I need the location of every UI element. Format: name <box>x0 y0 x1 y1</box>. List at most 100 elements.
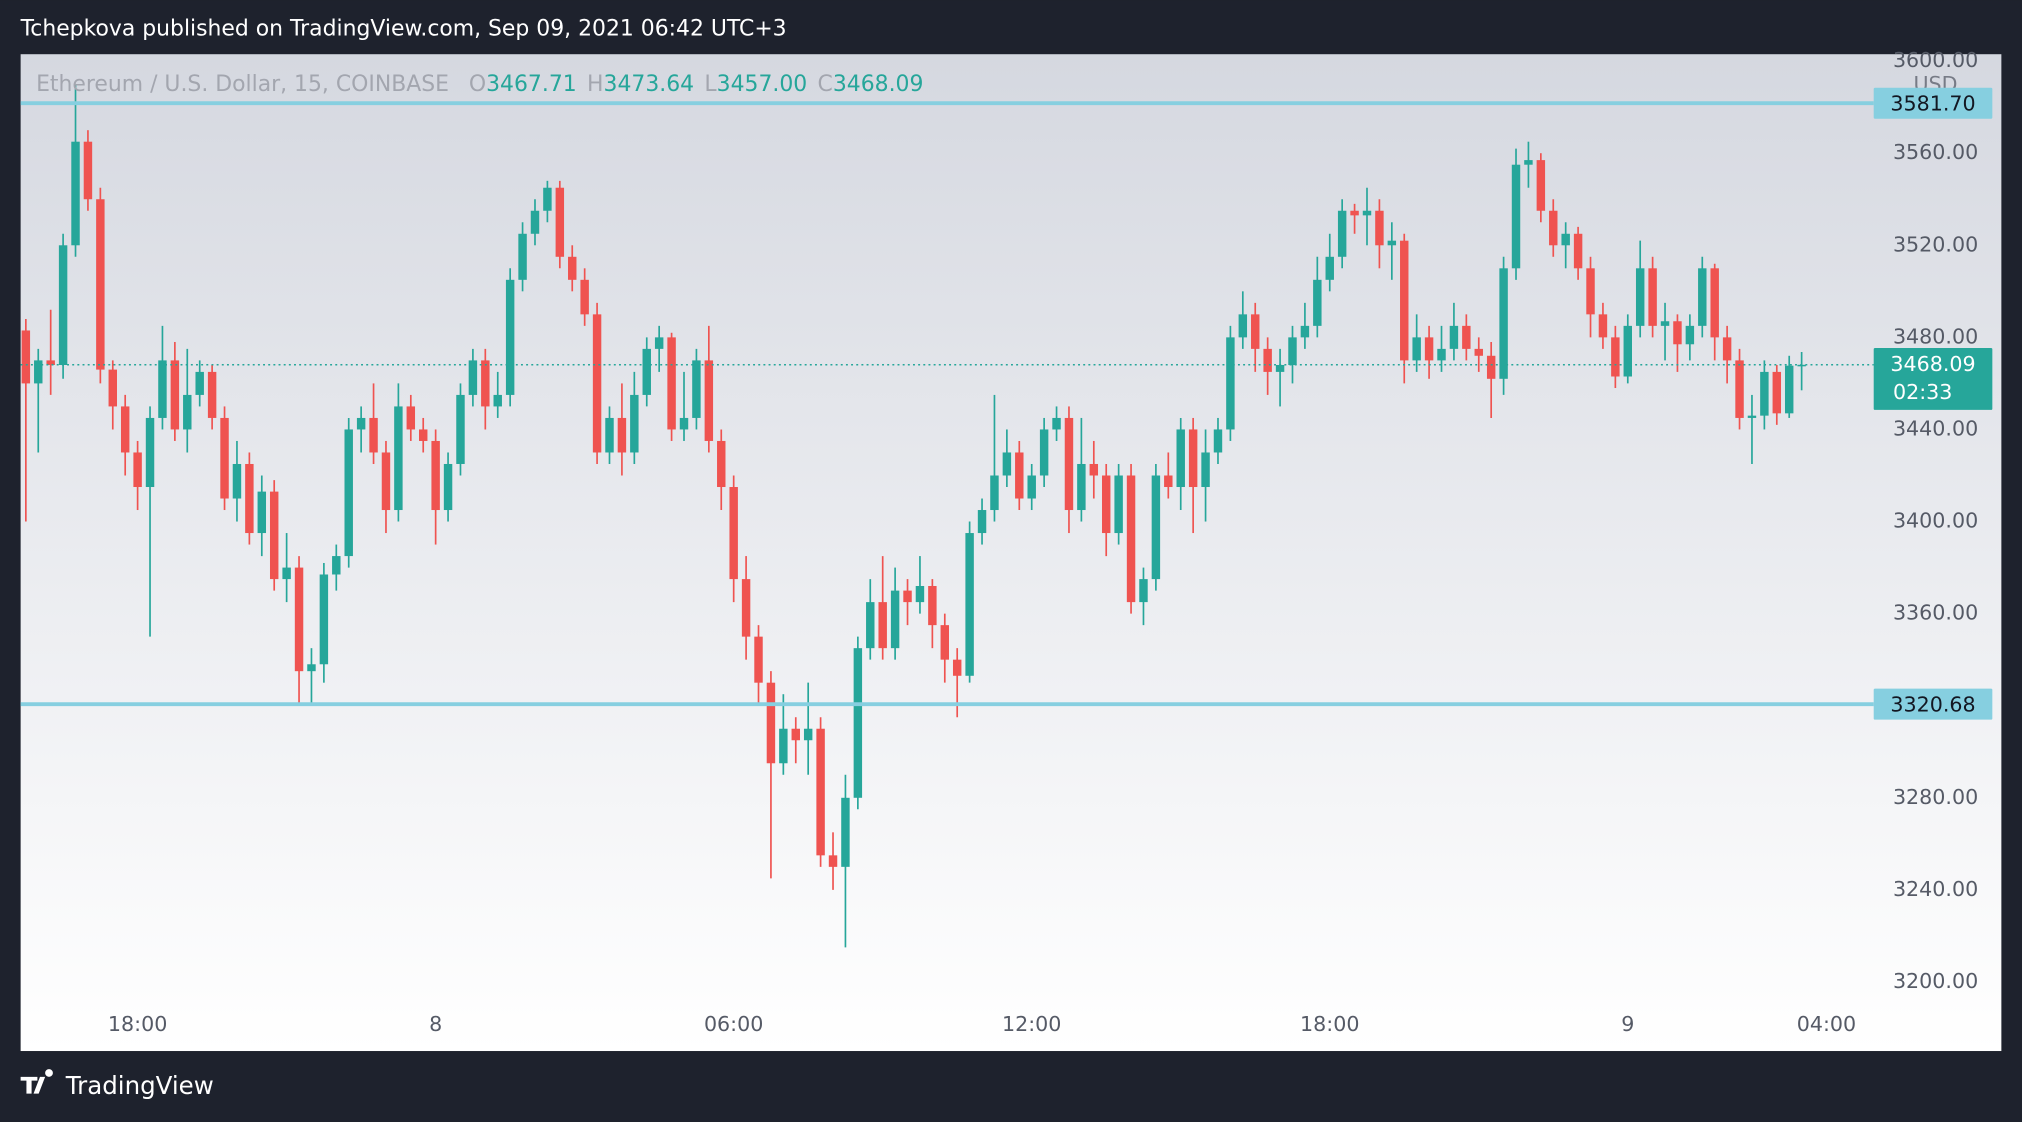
candle-body <box>356 417 366 430</box>
candle-body <box>1337 210 1347 257</box>
level-label-box <box>1873 87 1993 119</box>
candle-body <box>319 574 329 665</box>
candle-body <box>1772 371 1782 414</box>
candle-body <box>1524 160 1533 165</box>
ohlc-key: C <box>818 72 833 97</box>
level-label: 3581.70 <box>1890 92 1975 116</box>
candle-body <box>1288 337 1297 365</box>
candle-body <box>965 533 974 676</box>
candle-body <box>1424 337 1434 361</box>
y-tick-label: 3600.00 <box>1893 48 1978 72</box>
y-tick-label: 3480.00 <box>1893 324 1978 348</box>
x-tick-label: 18:00 <box>1300 1012 1359 1036</box>
level-label-box <box>1873 688 1993 720</box>
candle-body <box>1375 210 1384 246</box>
y-tick-label: 3240.00 <box>1893 877 1978 901</box>
candle-body <box>630 394 639 453</box>
candle-body <box>1300 325 1310 338</box>
candle-body <box>617 417 627 453</box>
candle-body <box>493 394 502 407</box>
candle-body <box>1499 268 1508 379</box>
candle-body <box>605 417 614 453</box>
candle-body <box>928 585 937 626</box>
candle-body <box>1648 268 1657 326</box>
candle-body <box>1511 164 1521 269</box>
candle-body <box>915 585 925 603</box>
candle-body <box>1784 365 1794 414</box>
candle-body <box>1673 321 1682 345</box>
candle-body <box>170 360 180 430</box>
candle-body <box>46 360 55 365</box>
candle-body <box>1275 364 1285 372</box>
last-price-label: 3468.09 <box>1890 352 1975 376</box>
candle-body <box>1698 268 1707 326</box>
chart-pane <box>20 54 2002 1052</box>
ohlc-key: L <box>704 72 717 97</box>
legend: Ethereum / U.S. Dollar, 15, COINBASE O 34… <box>36 72 923 97</box>
candle-body <box>1151 475 1161 580</box>
y-tick-label: 3280.00 <box>1893 785 1978 809</box>
candle-body <box>58 245 68 365</box>
candle-body <box>754 636 763 683</box>
plot <box>21 84 1806 948</box>
candle-body <box>1114 475 1123 534</box>
ohlc-key: O <box>469 72 486 97</box>
candle-body <box>642 348 651 395</box>
candle-body <box>1064 417 1074 511</box>
x-tick-label: 18:00 <box>108 1012 167 1036</box>
x-tick-label: 8 <box>429 1012 442 1036</box>
candle-body <box>381 452 391 511</box>
candle-body <box>34 360 43 384</box>
candle-body <box>394 406 403 511</box>
candle-body <box>1188 429 1198 488</box>
candle-body <box>195 371 204 395</box>
candle-body <box>1015 452 1024 499</box>
candle-body <box>1101 475 1111 534</box>
candle-body <box>1263 348 1272 372</box>
candle-body <box>940 625 950 660</box>
y-tick-label: 3360.00 <box>1893 601 1978 625</box>
x-tick-label: 06:00 <box>704 1012 763 1036</box>
y-tick-label: 3560.00 <box>1893 140 1978 164</box>
candle-body <box>1437 348 1446 361</box>
candle-body <box>1213 429 1223 453</box>
candle-body <box>257 491 267 534</box>
candle-body <box>369 417 378 453</box>
candle-body <box>1052 417 1061 430</box>
candle-body <box>878 602 887 649</box>
candle-body <box>766 682 776 764</box>
candle-body <box>543 187 552 211</box>
ohlc-value: 3457.00 <box>717 72 808 97</box>
y-tick-label: 3200.00 <box>1893 969 1978 993</box>
candle-body <box>866 602 875 649</box>
x-tick-label: 04:00 <box>1797 1012 1856 1036</box>
candle-body <box>1412 337 1421 361</box>
candle-body <box>568 256 577 280</box>
candle-body <box>580 279 589 315</box>
symbol-title: Ethereum / U.S. Dollar, 15, COINBASE <box>36 72 449 97</box>
candle-body <box>21 330 31 384</box>
x-tick-label: 9 <box>1621 1012 1634 1036</box>
last-price-box <box>1873 348 1993 410</box>
candle-body <box>841 797 850 867</box>
candle-body <box>990 475 999 511</box>
candle-body <box>1735 360 1744 418</box>
y-tick-label: 3440.00 <box>1893 416 1978 440</box>
candle-body <box>332 556 341 575</box>
candle-body <box>779 728 788 764</box>
candle-body <box>344 429 353 557</box>
candle-body <box>530 210 540 234</box>
candle-body <box>1027 475 1036 499</box>
candle-body <box>1660 321 1670 326</box>
candle-body <box>1586 268 1595 315</box>
candle-body <box>1325 256 1334 280</box>
candle-body <box>1760 371 1769 416</box>
candle-body <box>1486 355 1496 379</box>
candle-body <box>1350 210 1359 216</box>
candle-body <box>96 199 105 370</box>
candle-body <box>1226 337 1235 430</box>
candle-body <box>816 728 825 856</box>
candle-body <box>1164 475 1173 488</box>
candle-body <box>220 417 229 499</box>
